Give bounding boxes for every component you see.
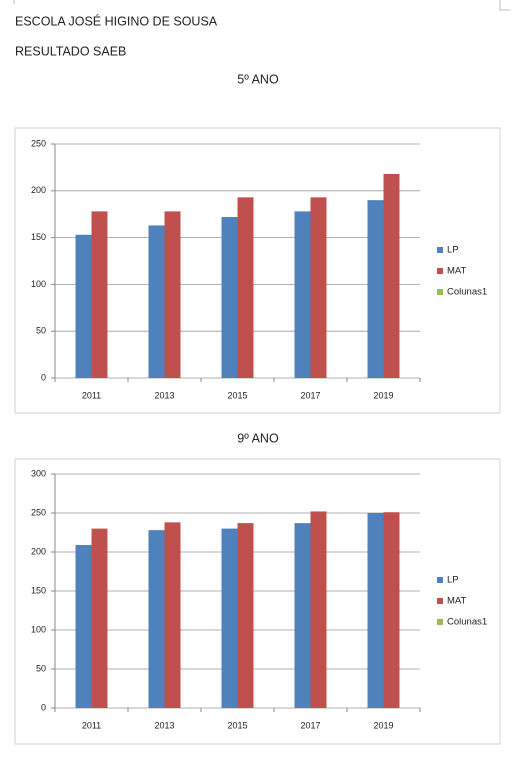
bar bbox=[383, 512, 400, 708]
bar bbox=[367, 200, 384, 378]
bar bbox=[237, 197, 254, 378]
bar bbox=[310, 197, 327, 378]
legend-swatch bbox=[437, 247, 443, 253]
y-tick-label: 0 bbox=[41, 702, 46, 712]
y-tick-label: 200 bbox=[31, 185, 46, 195]
chart-title: 5º ANO bbox=[237, 72, 279, 86]
y-tick-label: 250 bbox=[31, 138, 46, 148]
legend-swatch bbox=[437, 577, 443, 583]
bar bbox=[164, 211, 181, 378]
y-tick-label: 200 bbox=[31, 546, 46, 556]
bar bbox=[221, 217, 238, 378]
y-tick-label: 100 bbox=[31, 624, 46, 634]
legend-swatch bbox=[437, 268, 443, 274]
x-tick-label: 2011 bbox=[82, 390, 101, 400]
legend-label: MAT bbox=[447, 596, 467, 607]
bar bbox=[91, 528, 108, 708]
margin-mark bbox=[499, 0, 510, 11]
x-tick-label: 2017 bbox=[300, 720, 320, 730]
legend-label: MAT bbox=[447, 266, 467, 277]
bar bbox=[310, 511, 327, 708]
legend-swatch bbox=[437, 289, 443, 295]
x-tick-label: 2015 bbox=[227, 720, 247, 730]
bar bbox=[148, 225, 165, 378]
legend-swatch bbox=[437, 619, 443, 625]
y-tick-label: 250 bbox=[31, 507, 46, 517]
x-tick-label: 2017 bbox=[300, 390, 320, 400]
x-tick-label: 2011 bbox=[82, 720, 101, 730]
report-title: RESULTADO SAEB bbox=[15, 44, 126, 58]
legend-label: LP bbox=[447, 245, 459, 256]
school-name: ESCOLA JOSÉ HIGINO DE SOUSA bbox=[15, 13, 218, 28]
x-tick-label: 2019 bbox=[373, 390, 393, 400]
bar bbox=[75, 234, 92, 378]
y-tick-label: 100 bbox=[31, 279, 46, 289]
x-tick-label: 2015 bbox=[227, 390, 247, 400]
legend-swatch bbox=[437, 598, 443, 604]
x-tick-label: 2019 bbox=[373, 720, 393, 730]
y-tick-label: 300 bbox=[31, 468, 46, 478]
y-tick-label: 50 bbox=[36, 663, 46, 673]
bar bbox=[294, 523, 311, 708]
chart-frame bbox=[14, 458, 501, 745]
bar bbox=[164, 522, 181, 708]
bar bbox=[367, 513, 384, 708]
bar bbox=[148, 530, 165, 708]
legend-label: Colunas1 bbox=[447, 617, 487, 628]
y-tick-label: 150 bbox=[31, 585, 46, 595]
bar bbox=[383, 173, 400, 378]
legend-label: LP bbox=[447, 575, 459, 586]
x-tick-label: 2013 bbox=[154, 720, 174, 730]
legend-label: Colunas1 bbox=[447, 287, 487, 298]
chart-frame bbox=[14, 127, 501, 414]
bar bbox=[221, 528, 238, 708]
bar bbox=[294, 211, 311, 378]
y-tick-label: 0 bbox=[41, 372, 46, 382]
y-tick-label: 150 bbox=[31, 232, 46, 242]
bar bbox=[237, 523, 254, 708]
bar bbox=[75, 544, 92, 708]
x-tick-label: 2013 bbox=[154, 390, 174, 400]
chart-title: 9º ANO bbox=[237, 431, 279, 445]
y-tick-label: 50 bbox=[36, 326, 46, 336]
bar bbox=[91, 211, 108, 378]
